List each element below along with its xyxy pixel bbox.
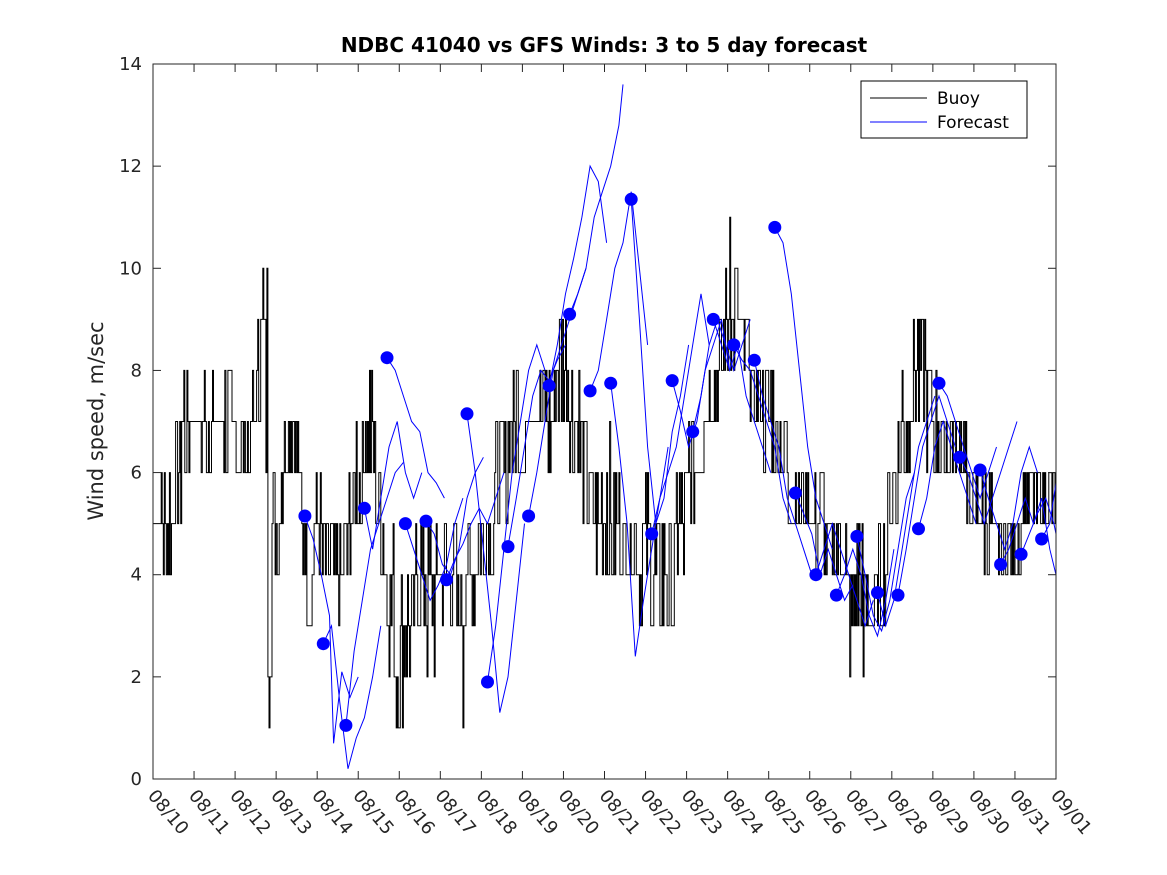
- forecast-start-marker-15: [604, 376, 618, 390]
- forecast-start-marker-7: [440, 573, 453, 587]
- forecast-line-4: [386, 357, 445, 499]
- forecast-line-9: [487, 343, 546, 683]
- forecast-line-12: [548, 164, 608, 386]
- chart-title: NDBC 41040 vs GFS Winds: 3 to 5 day fore…: [341, 33, 868, 57]
- forecast-line-13: [569, 84, 624, 315]
- legend: Buoy Forecast: [860, 80, 1028, 139]
- forecast-line-1: [322, 623, 382, 769]
- buoy-line: [153, 216, 1057, 729]
- forecast-start-marker-2: [339, 718, 353, 732]
- forecast-start-marker-36: [1035, 532, 1049, 546]
- forecast-line-28: [877, 395, 936, 628]
- forecast-start-marker-31: [932, 376, 946, 390]
- forecast-start-marker-25: [809, 568, 823, 582]
- forecast-start-marker-3: [357, 501, 371, 515]
- forecast-line-26: [835, 547, 895, 638]
- forecast-start-marker-14: [583, 384, 597, 398]
- forecast-start-marker-21: [727, 338, 741, 352]
- forecast-line-15: [610, 383, 669, 657]
- forecast-start-marker-11: [522, 509, 536, 523]
- forecast-line-16: [630, 199, 690, 524]
- forecast-start-marker-20: [706, 312, 720, 326]
- y-tick-label: 2: [131, 667, 142, 688]
- forecast-line-6: [425, 457, 484, 576]
- forecast-markers: [298, 192, 1049, 732]
- forecast-start-marker-12: [542, 379, 556, 393]
- forecast-line-19: [692, 317, 751, 432]
- forecast-line-33: [979, 445, 1038, 551]
- forecast-start-marker-16: [624, 192, 638, 206]
- forecast-start-marker-28: [871, 586, 884, 600]
- forecast-line-29: [897, 394, 956, 596]
- forecast-start-marker-18: [665, 374, 679, 388]
- forecast-line-35: [1020, 496, 1057, 555]
- forecast-start-marker-26: [829, 588, 843, 602]
- forecast-start-marker-22: [747, 353, 761, 367]
- y-tick-label: 0: [131, 769, 142, 790]
- forecast-start-marker-5: [398, 517, 412, 531]
- forecast-start-marker-24: [788, 486, 802, 500]
- forecast-start-marker-9: [481, 675, 494, 689]
- forecast-start-marker-29: [891, 588, 905, 602]
- y-tick-label: 4: [131, 565, 142, 586]
- forecast-start-marker-8: [460, 407, 474, 421]
- y-tick-label: 6: [131, 463, 142, 484]
- forecast-line-10: [507, 344, 566, 547]
- forecast-line-5: [404, 497, 464, 602]
- forecast-line-25: [815, 521, 874, 628]
- legend-box: [860, 80, 1028, 139]
- forecast-start-marker-13: [563, 307, 577, 321]
- y-tick-label: 8: [131, 360, 142, 381]
- y-tick-label: 14: [119, 54, 142, 75]
- forecast-line-3: [363, 421, 423, 550]
- forecast-start-marker-35: [1014, 547, 1028, 561]
- forecast-start-marker-17: [645, 527, 659, 541]
- forecast-start-marker-23: [768, 220, 782, 234]
- forecast-line-31: [938, 382, 997, 500]
- forecast-line-30: [918, 419, 977, 529]
- forecast-line-17: [651, 293, 710, 535]
- forecast-line-21: [733, 344, 792, 524]
- forecast-start-marker-34: [994, 558, 1008, 571]
- forecast-start-marker-6: [419, 514, 433, 528]
- forecast-line-20: [712, 319, 772, 473]
- forecast-line-7: [446, 472, 505, 580]
- forecast-line-22: [753, 360, 813, 575]
- forecast-line-14: [589, 191, 649, 392]
- forecast-start-marker-33: [973, 463, 987, 477]
- forecast-line-34: [1000, 496, 1057, 575]
- plot-area: [153, 64, 1057, 779]
- forecast-line-27: [856, 472, 915, 633]
- forecast-start-marker-30: [912, 522, 925, 536]
- forecast-start-marker-1: [316, 637, 330, 651]
- forecast-start-marker-4: [380, 351, 394, 365]
- forecast-line-23: [774, 227, 833, 550]
- forecast-start-marker-0: [298, 509, 312, 523]
- plot-background: [153, 64, 1056, 779]
- forecast-series: [304, 84, 1057, 769]
- y-tick-label: 10: [119, 258, 142, 279]
- forecast-start-marker-19: [686, 425, 700, 439]
- forecast-line-24: [794, 492, 854, 602]
- y-axis-label: Wind speed, m/sec: [84, 321, 108, 520]
- forecast-line-32: [959, 421, 1018, 526]
- y-tick-label: 12: [119, 156, 142, 177]
- forecast-start-marker-27: [850, 529, 864, 543]
- forecast-line-8: [466, 413, 525, 713]
- legend-buoy-label: Buoy: [937, 89, 980, 109]
- forecast-start-marker-10: [501, 540, 515, 554]
- forecast-start-marker-32: [953, 450, 966, 464]
- forecast-line-0: [304, 515, 359, 744]
- legend-forecast-label: Forecast: [937, 113, 1009, 133]
- buoy-series: [153, 216, 1057, 729]
